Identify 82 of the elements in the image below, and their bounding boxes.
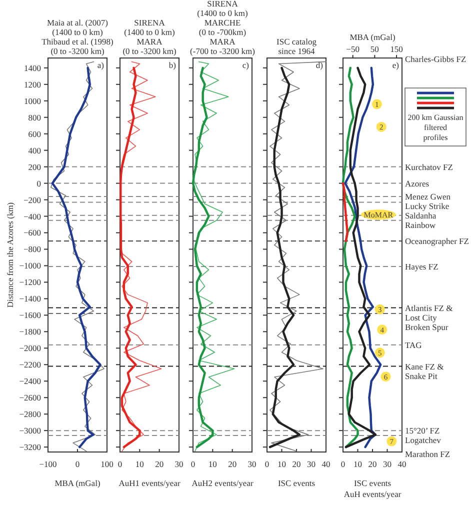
y-tick-label: −400 xyxy=(23,211,41,222)
x-tick-label: 0 xyxy=(190,459,196,469)
ref-line-label: Lucky Strike xyxy=(405,200,450,211)
ref-line-label: Kurchatov FZ xyxy=(405,162,453,172)
legend-title: 200 km Gaussian filtered profiles xyxy=(408,113,464,142)
y-tick-label: −2600 xyxy=(19,392,41,403)
x2-tick-label: −50 xyxy=(346,44,360,54)
annotation: c) xyxy=(242,60,250,70)
y-tick-label: 600 xyxy=(28,128,41,139)
chart-title: ISC catalog since 1964 xyxy=(276,36,318,56)
x2-axis-title: MBA (mGal) xyxy=(350,32,396,42)
ref-line-label: Azores xyxy=(405,178,430,188)
y-tick-label: −1200 xyxy=(19,277,41,288)
y-tick-label: 1400 xyxy=(24,62,41,73)
y-tick-label: −1600 xyxy=(19,310,41,320)
text: Marathon FZ xyxy=(405,449,450,459)
y-tick-label: −3200 xyxy=(19,442,41,452)
y-tick-label: −600 xyxy=(23,228,41,238)
y-tick-label: −2400 xyxy=(19,376,41,386)
x-tick-label: 20 xyxy=(292,459,301,469)
chart-title: Maia at al. (2007) (1400 to 0 km) Thibaud et al. (1998) (0 to -3200 km) xyxy=(42,18,114,56)
x2-tick-label: 150 xyxy=(390,44,403,54)
y-tick-label: −2800 xyxy=(19,409,41,420)
annotation: d) xyxy=(316,60,324,70)
y-axis-title: Distance from the Azores (km) xyxy=(5,202,15,308)
x-tick-label: 20 xyxy=(368,459,377,469)
ref-line-label: Hayes FZ xyxy=(405,262,438,272)
text: Charles-Gibbs FZ xyxy=(405,54,466,64)
y-tick-label: −800 xyxy=(23,244,41,254)
y-tick-label: −2000 xyxy=(19,343,41,354)
x-tick-label: 0 xyxy=(264,459,270,469)
ref-line-label: Rainbow xyxy=(405,220,437,230)
y-tick-label: 1000 xyxy=(24,96,41,106)
x-tick-label: 0 xyxy=(340,459,346,469)
y-tick-label: −1800 xyxy=(19,326,41,337)
ref-line-label: 15°20’ FZ xyxy=(405,426,440,436)
x-tick-label: 10 xyxy=(354,459,362,469)
y-tick-label: 0 xyxy=(36,178,41,188)
x-tick-label: 40 xyxy=(398,459,406,469)
ref-line-label: Logatchev xyxy=(405,435,442,446)
ref-line-label: Broken Spur xyxy=(405,322,448,332)
x-tick-label: 30 xyxy=(174,459,184,469)
y-tick-label: −2200 xyxy=(19,360,41,370)
x-tick-label: 0 xyxy=(118,459,122,469)
annotation: a) xyxy=(97,60,104,70)
x-tick-label: 10 xyxy=(208,459,217,469)
x-axis-title: ISC events xyxy=(278,478,316,488)
x-tick-label: 10 xyxy=(135,459,144,469)
x-tick-label: 40 xyxy=(322,459,330,469)
x-tick-label: 0 xyxy=(75,459,80,469)
y-tick-label: 1200 xyxy=(24,79,41,90)
x-tick-label: −100 xyxy=(39,459,57,469)
chart-title: SIRENA (1400 to 0 km) MARCHE (0 to -700km) MARA (-700 to -3200 km) xyxy=(190,0,256,56)
x2-tick-label: 50 xyxy=(370,44,379,54)
ref-line-label: Saldanha xyxy=(405,210,436,220)
x-tick-label: 100 xyxy=(100,459,114,469)
chart-title: SIRENA (1400 to 0 km) MARA (0 to -3200 km) xyxy=(122,18,176,56)
annotation: MoMAR xyxy=(364,210,394,220)
annotation: b) xyxy=(168,60,176,70)
ref-line-label: Oceanographer FZ xyxy=(405,236,469,246)
x-axis-title: AuH1 events/year xyxy=(118,478,180,488)
x-axis-title: ISC events AuH events/year xyxy=(344,478,402,499)
ref-line-label: Atlantis FZ & Lost City xyxy=(405,302,454,322)
x-tick-label: 30 xyxy=(307,459,316,469)
ref-line-label: TAG xyxy=(405,340,422,350)
x-axis-title: AuH2 events/year xyxy=(192,478,254,488)
y-tick-label: 800 xyxy=(28,112,41,122)
y-tick-label: −200 xyxy=(23,194,41,205)
annotation: e) xyxy=(392,60,400,70)
y-tick-label: −3000 xyxy=(19,426,41,436)
x-tick-label: 20 xyxy=(155,459,164,469)
y-tick-label: 200 xyxy=(28,162,41,172)
x-axis-title: MBA (mGal) xyxy=(54,478,100,488)
y-tick-label: −1000 xyxy=(19,260,41,271)
ref-line-label: Kane FZ & Snake Pit xyxy=(405,361,444,381)
x-tick-label: 10 xyxy=(278,459,286,469)
y-tick-label: 400 xyxy=(28,145,41,156)
x-tick-label: 30 xyxy=(383,459,392,469)
x-tick-label: 20 xyxy=(228,459,237,469)
ref-line-label: Menez Gwen xyxy=(405,191,452,202)
x-tick-label: 30 xyxy=(248,459,256,469)
y-tick-label: −1400 xyxy=(19,294,41,304)
